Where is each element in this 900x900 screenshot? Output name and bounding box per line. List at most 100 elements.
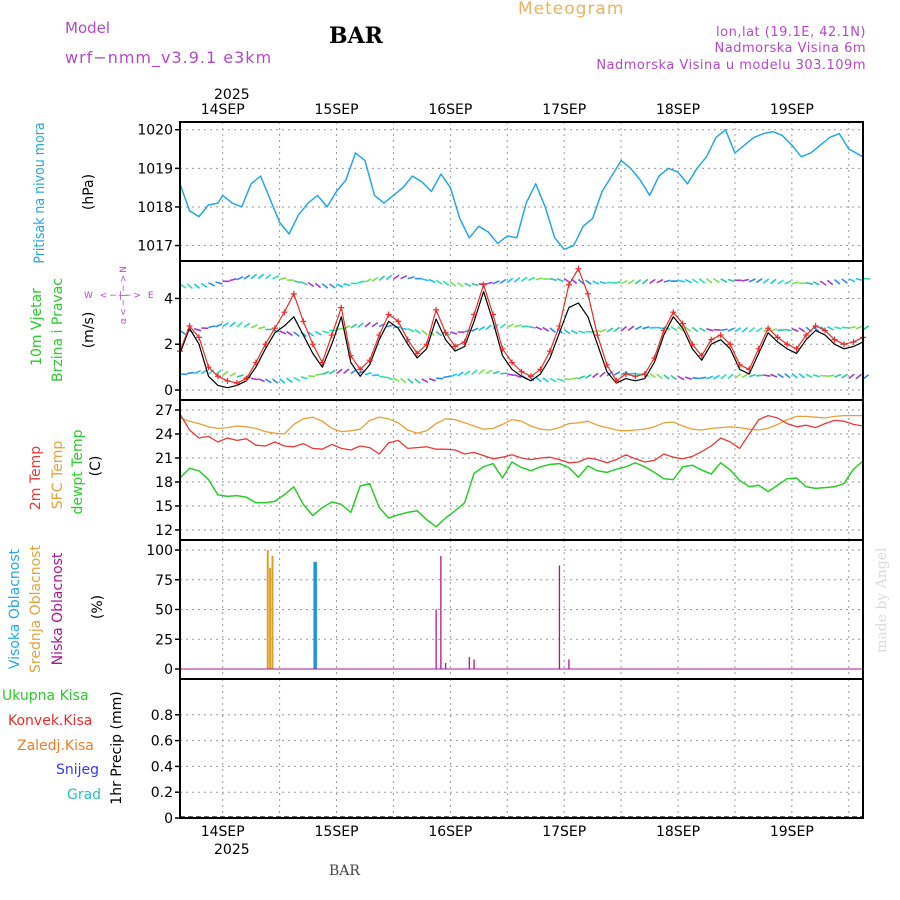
- wind-arrow: [827, 325, 834, 331]
- wind-speed-marker: [689, 341, 696, 348]
- wind-arrow: [656, 278, 664, 284]
- wind-speed-marker: [395, 318, 402, 325]
- wind-arrow: [293, 376, 301, 382]
- wind-arrow: [720, 373, 727, 380]
- wind-arrow: [727, 373, 734, 380]
- wind-arrow: [506, 277, 514, 284]
- wind-arrow: [699, 376, 707, 380]
- wind-arrow: [677, 375, 685, 381]
- wind-arrow: [556, 277, 564, 283]
- precip-legend-freezing: Zaledj.Kisa: [17, 738, 94, 754]
- wind-arrow: [684, 278, 692, 284]
- wind-arrow: [293, 331, 300, 338]
- high-cloud-label: Visoka Oblacnost: [7, 548, 23, 669]
- top-day-labels: 14SEP 15SEP 16SEP 17SEP 18SEP 19SEP: [201, 102, 814, 118]
- wind-arrow: [833, 278, 841, 285]
- wind-arrow: [272, 378, 279, 384]
- wind-arrow: [357, 280, 365, 284]
- wind-arrow: [542, 377, 549, 383]
- wind-arrow: [435, 330, 443, 337]
- wind-arrow: [336, 368, 343, 375]
- wind-arrow: [507, 373, 515, 377]
- wind-arrow: [243, 274, 251, 280]
- cloud-units: (%): [90, 595, 106, 619]
- wind-arrow: [777, 279, 784, 285]
- day-tick-top: 17SEP: [542, 102, 586, 118]
- wind-speed-marker: [603, 361, 610, 368]
- wind-speed-marker: [594, 332, 601, 339]
- wind-arrow: [343, 283, 351, 287]
- dewpt-label: dewpt Temp: [70, 429, 86, 514]
- wind-speed-marker: [366, 357, 373, 364]
- wind-arrow: [677, 326, 684, 332]
- wind-arrow: [250, 273, 258, 280]
- wind-speed-marker: [518, 368, 525, 375]
- wind-arrow: [385, 274, 393, 281]
- wind-speed-marker: [452, 343, 459, 350]
- wind-arrow: [755, 327, 763, 333]
- wind-arrow: [457, 371, 464, 377]
- wind-arrow: [841, 278, 848, 284]
- wind-speed-marker: [414, 350, 421, 357]
- bottom-day-labels: 14SEP 15SEP 16SEP 17SEP 18SEP 19SEP: [201, 824, 814, 840]
- ytick-label: 18: [155, 475, 173, 491]
- wind-speed-marker: [309, 341, 316, 348]
- wind-arrow: [343, 325, 351, 330]
- wind-speed-marker: [357, 366, 364, 373]
- wind-arrow: [834, 373, 842, 378]
- wind-arrow: [713, 374, 720, 380]
- wind-arrow: [812, 374, 821, 378]
- wind-speed-marker: [404, 336, 411, 343]
- precip-legend-snow: Snijeg: [56, 762, 99, 778]
- wind-arrow: [364, 371, 372, 376]
- wind-arrow: [763, 374, 771, 377]
- wind-arrow: [478, 369, 485, 375]
- wind-arrow: [336, 283, 344, 288]
- wind-arrow: [734, 327, 742, 333]
- wind-arrow: [428, 278, 436, 284]
- wind-speed-marker: [850, 338, 857, 345]
- wind-arrow: [627, 325, 635, 331]
- wind-arrow: [769, 278, 777, 285]
- wind-arrow: [499, 323, 507, 329]
- wind-arrow: [464, 282, 472, 288]
- wind-speed-marker: [499, 345, 506, 352]
- wind-arrow: [620, 279, 628, 285]
- wind-speed-marker: [584, 290, 591, 297]
- ytick-label: 0: [164, 811, 173, 827]
- year-bottom: 2025: [214, 842, 250, 858]
- wind-arrow: [649, 278, 656, 285]
- wind-arrow: [791, 372, 798, 379]
- wind-arrow: [613, 280, 621, 285]
- wind-arrow: [442, 280, 450, 287]
- wind-arrow: [585, 373, 592, 379]
- wind-arrow: [250, 323, 258, 329]
- wind-arrow: [741, 326, 749, 333]
- wind-arrow: [720, 328, 728, 332]
- wind-arrow: [300, 376, 308, 380]
- wind-arrow: [492, 370, 500, 375]
- wind-speed-marker: [831, 336, 838, 343]
- wind-arrow: [705, 277, 713, 284]
- grid-lines: [180, 122, 863, 819]
- wind-arrow: [315, 373, 323, 376]
- wind-arrow: [208, 369, 215, 375]
- wind-arrow: [592, 280, 600, 285]
- wind-arrow: [450, 331, 458, 335]
- wind-arrow: [485, 369, 493, 375]
- wind-speed-marker: [613, 377, 620, 384]
- wind-speed-marker: [622, 370, 629, 377]
- wind-arrow: [385, 376, 394, 381]
- wind-arrow: [578, 375, 586, 380]
- wind-arrow: [436, 377, 444, 380]
- wind-arrow: [784, 280, 792, 285]
- day-tick-bottom: 15SEP: [315, 824, 359, 840]
- wind-speed-marker: [271, 325, 278, 332]
- wind-speed-marker: [746, 366, 753, 373]
- sfc-label: SFC Temp: [50, 441, 66, 510]
- wind-arrow: [570, 329, 578, 335]
- wind-arrow: [770, 328, 778, 332]
- wind-arrow: [670, 374, 677, 381]
- wind-speed-marker: [565, 281, 572, 288]
